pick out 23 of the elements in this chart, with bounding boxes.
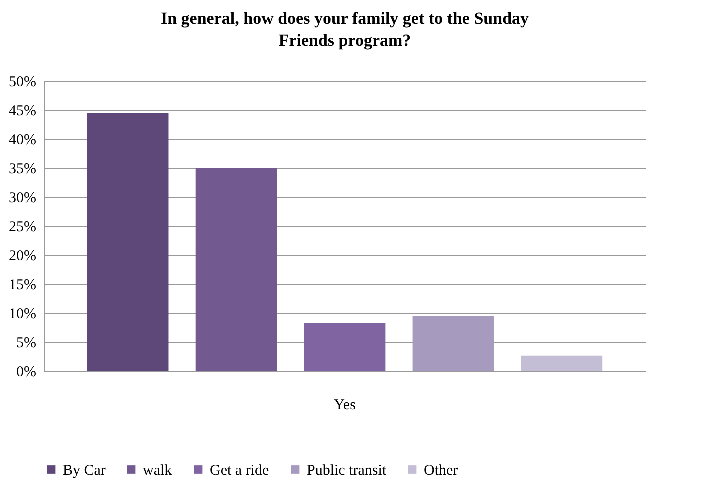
- bar: [521, 356, 603, 371]
- bar: [412, 316, 494, 371]
- y-tick-label: 5%: [16, 336, 36, 352]
- y-tick-label: 25%: [9, 220, 36, 236]
- y-tick-label: 30%: [9, 190, 36, 206]
- y-tick-label: 15%: [9, 278, 36, 294]
- y-tick-label: 0%: [16, 364, 36, 380]
- legend-label: walk: [143, 462, 173, 479]
- y-tick-label: 20%: [9, 248, 36, 264]
- bar: [87, 113, 169, 371]
- legend-label: Get a ride: [210, 462, 270, 479]
- legend-label: By Car: [63, 462, 106, 479]
- y-tick-label: 45%: [9, 104, 36, 120]
- x-tick-label: Yes: [334, 398, 356, 414]
- y-tick-label: 10%: [9, 306, 36, 322]
- legend-label: Public transit: [307, 462, 388, 479]
- legend-label: Other: [424, 462, 458, 479]
- y-tick-label: 40%: [9, 132, 36, 148]
- y-tick-label: 50%: [9, 74, 36, 90]
- y-tick-label: 35%: [9, 162, 36, 178]
- bar: [304, 323, 386, 371]
- chart-title: In general, how does your family get to the Sunday Friends program?: [160, 9, 530, 50]
- bar: [196, 168, 278, 371]
